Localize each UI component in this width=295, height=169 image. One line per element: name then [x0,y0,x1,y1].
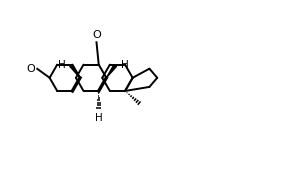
Text: H: H [58,60,65,70]
Text: H: H [95,113,103,123]
Text: O: O [92,30,101,40]
Polygon shape [106,65,117,78]
Polygon shape [70,65,80,78]
Text: O: O [27,64,35,74]
Text: H: H [121,60,129,70]
